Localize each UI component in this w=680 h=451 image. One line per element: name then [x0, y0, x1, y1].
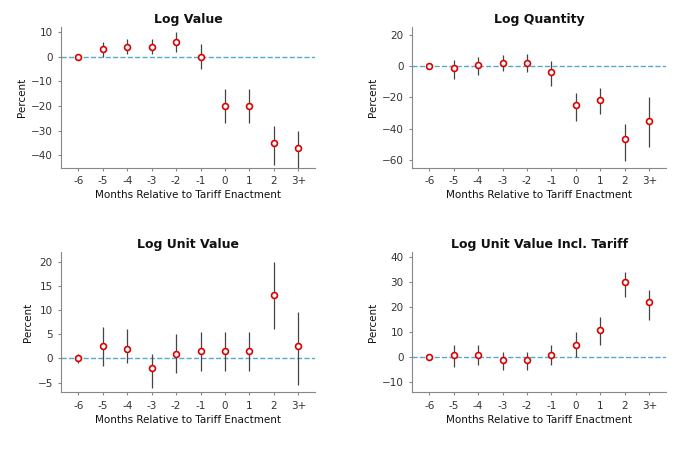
- Point: [195, 348, 206, 355]
- Point: [497, 356, 508, 364]
- Point: [644, 117, 655, 124]
- Point: [195, 53, 206, 60]
- Point: [522, 60, 532, 67]
- Point: [546, 351, 557, 359]
- Point: [73, 355, 84, 362]
- Point: [473, 61, 483, 68]
- Y-axis label: Percent: Percent: [368, 303, 377, 342]
- Point: [571, 341, 581, 348]
- Point: [619, 278, 630, 285]
- Point: [73, 53, 84, 60]
- Point: [122, 345, 133, 352]
- X-axis label: Months Relative to Tariff Enactment: Months Relative to Tariff Enactment: [446, 190, 632, 200]
- Point: [448, 64, 459, 71]
- X-axis label: Months Relative to Tariff Enactment: Months Relative to Tariff Enactment: [446, 415, 632, 425]
- Point: [244, 102, 255, 110]
- Point: [522, 356, 532, 364]
- Point: [595, 326, 606, 333]
- Point: [497, 60, 508, 67]
- Point: [546, 69, 557, 76]
- Point: [122, 43, 133, 51]
- Point: [424, 63, 435, 70]
- X-axis label: Months Relative to Tariff Enactment: Months Relative to Tariff Enactment: [95, 415, 282, 425]
- Point: [220, 348, 231, 355]
- Title: Log Unit Value Incl. Tariff: Log Unit Value Incl. Tariff: [451, 238, 628, 251]
- Point: [473, 351, 483, 359]
- Point: [220, 102, 231, 110]
- Point: [146, 43, 157, 51]
- Point: [171, 350, 182, 357]
- Title: Log Unit Value: Log Unit Value: [137, 238, 239, 251]
- Point: [171, 38, 182, 46]
- Point: [97, 343, 108, 350]
- Point: [244, 348, 255, 355]
- Point: [269, 139, 279, 147]
- Point: [424, 354, 435, 361]
- Point: [269, 292, 279, 299]
- Title: Log Quantity: Log Quantity: [494, 13, 585, 26]
- Point: [293, 343, 304, 350]
- Y-axis label: Percent: Percent: [368, 78, 377, 117]
- Point: [448, 351, 459, 359]
- Point: [293, 144, 304, 152]
- Point: [97, 46, 108, 53]
- X-axis label: Months Relative to Tariff Enactment: Months Relative to Tariff Enactment: [95, 190, 282, 200]
- Point: [595, 97, 606, 104]
- Title: Log Value: Log Value: [154, 13, 223, 26]
- Point: [644, 299, 655, 306]
- Point: [619, 136, 630, 143]
- Y-axis label: Percent: Percent: [17, 78, 27, 117]
- Point: [146, 364, 157, 372]
- Point: [571, 101, 581, 109]
- Y-axis label: Percent: Percent: [23, 303, 33, 342]
